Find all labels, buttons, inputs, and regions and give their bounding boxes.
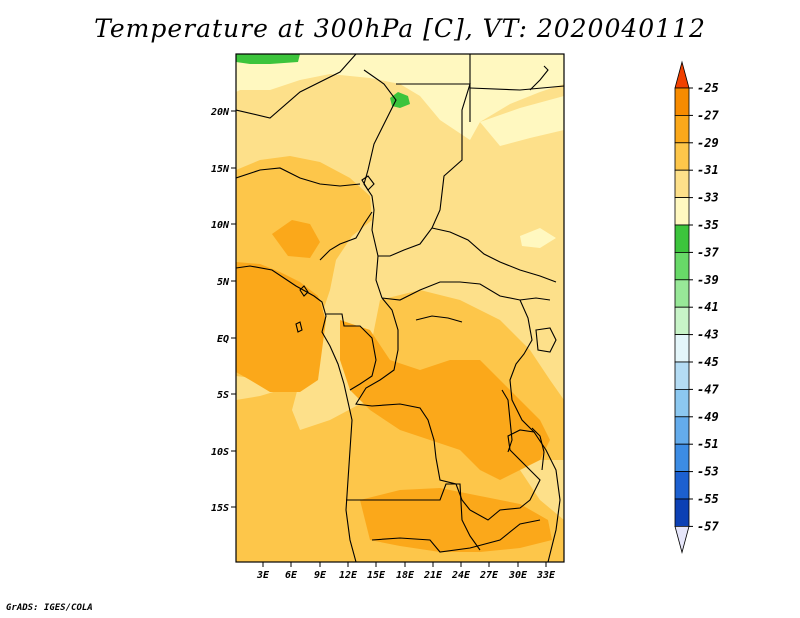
country-borders — [236, 54, 564, 562]
colorbar-label: -43 — [697, 328, 719, 342]
colorbar-swatch — [674, 169, 690, 198]
colorbar-top-arrow — [674, 60, 690, 89]
lat-tick-label: 20N — [210, 107, 230, 118]
lat-tick-label: 5N — [217, 277, 230, 288]
border-drc-west — [355, 297, 471, 511]
colorbar-label: -39 — [697, 273, 719, 287]
lat-tick-label: 15N — [211, 164, 230, 175]
colorbar-swatch — [674, 388, 690, 418]
lon-tick-label: 15E — [367, 570, 386, 581]
temperature-field — [236, 54, 564, 562]
colorbar-label: -47 — [697, 382, 719, 396]
lon-tick-label: 24E — [451, 570, 471, 581]
colorbar-bottom-arrow — [674, 526, 690, 554]
field-region-light-small — [520, 228, 556, 248]
field-region-light-east — [480, 96, 564, 146]
colorbar-label: -29 — [697, 136, 719, 150]
lat-tick-label: EQ — [217, 334, 229, 345]
field-region-green-northwest — [236, 54, 300, 64]
field-region-warmest-south — [360, 488, 552, 552]
colorbar-label: -37 — [697, 245, 719, 259]
lon-tick-label: 18E — [396, 570, 415, 581]
border-cameroon — [319, 211, 373, 261]
lon-tick-label: 6E — [285, 570, 298, 581]
field-region-light-north — [236, 54, 564, 140]
colorbar-label: -55 — [697, 492, 719, 506]
colorbar-swatch — [674, 334, 690, 363]
colorbar-label: -25 — [697, 81, 719, 95]
longitude-axis: 3E 6E 9E 12E 15E 18E 21E 24E 27E 30E 33E — [256, 562, 556, 581]
colorbar-label: -53 — [697, 465, 719, 479]
colorbar-swatch — [674, 87, 690, 116]
lon-tick-label: 9E — [314, 570, 327, 581]
colorbar-swatch — [674, 115, 690, 144]
island-bioko — [299, 285, 309, 297]
colorbar-label: -35 — [697, 218, 719, 232]
island-sao-tome — [295, 321, 303, 333]
border-zambia-east — [469, 429, 541, 521]
coastline-red-sea — [529, 65, 549, 91]
colorbar-label: -51 — [697, 437, 719, 451]
lat-tick-label: 5S — [217, 390, 229, 401]
lat-tick-label: 10N — [211, 220, 230, 231]
colorbar-swatch — [674, 197, 690, 226]
colorbar-label: -33 — [697, 191, 719, 205]
map-title: Temperature at 300hPa [C], VT: 202004011… — [94, 14, 706, 43]
river-congo — [415, 315, 463, 323]
lon-tick-label: 3E — [256, 570, 270, 581]
colorbar-label: -31 — [697, 163, 719, 177]
colorbar-swatch — [674, 498, 690, 527]
lon-tick-label: 12E — [339, 570, 358, 581]
lon-tick-label: 27E — [479, 570, 499, 581]
colorbar-swatch — [674, 142, 690, 171]
border-south — [371, 519, 541, 553]
lat-tick-label: 10S — [211, 447, 229, 458]
border-gabon-congo — [326, 313, 377, 391]
border-east-africa — [509, 299, 561, 562]
border-sudan-north — [469, 85, 564, 91]
lake-victoria — [535, 327, 557, 353]
field-region-warm-west-small — [272, 220, 320, 258]
field-region-warmest-central — [340, 320, 550, 480]
colorbar-label: -27 — [697, 108, 719, 122]
colorbar-label: -45 — [697, 355, 719, 369]
field-region-green-small — [390, 92, 410, 108]
border-south-sudan — [431, 227, 557, 283]
colorbar-swatch — [674, 471, 690, 500]
colorbar-swatch — [674, 224, 690, 253]
colorbar-swatch — [674, 416, 690, 445]
border-sudan-egypt — [378, 83, 471, 257]
border-drc-north — [381, 281, 551, 301]
lake-chad — [361, 175, 375, 191]
latitude-axis: 20N 15N 10N 5N EQ 5S 10S 15S — [210, 107, 236, 514]
border-niger-nigeria — [236, 167, 361, 187]
coastline-west-africa — [236, 265, 357, 562]
lake-tanganyika — [501, 389, 513, 453]
colorbar-label: -49 — [697, 410, 719, 424]
lon-tick-label: 33E — [536, 570, 556, 581]
lon-tick-label: 21E — [423, 570, 443, 581]
colorbar: -25 -27 -29 -31 -33 -35 -37 -39 -41 -43 -45 -47 -49 -… — [674, 60, 719, 554]
map-frame — [235, 53, 565, 563]
colorbar-label: -57 — [697, 519, 719, 533]
colorbar-swatch — [674, 279, 690, 308]
grads-credit: GrADS: IGES/COLA — [6, 603, 93, 613]
border-libya-chad — [236, 54, 357, 119]
colorbar-swatch — [674, 306, 690, 336]
lon-tick-label: 30E — [508, 570, 528, 581]
colorbar-swatch — [674, 361, 690, 390]
colorbar-label: -41 — [697, 300, 719, 314]
lat-tick-label: 15S — [211, 503, 229, 514]
lake-malawi — [531, 427, 545, 471]
border-angola-zambia — [346, 483, 481, 551]
colorbar-swatch — [674, 443, 690, 473]
colorbar-swatch — [674, 251, 690, 281]
